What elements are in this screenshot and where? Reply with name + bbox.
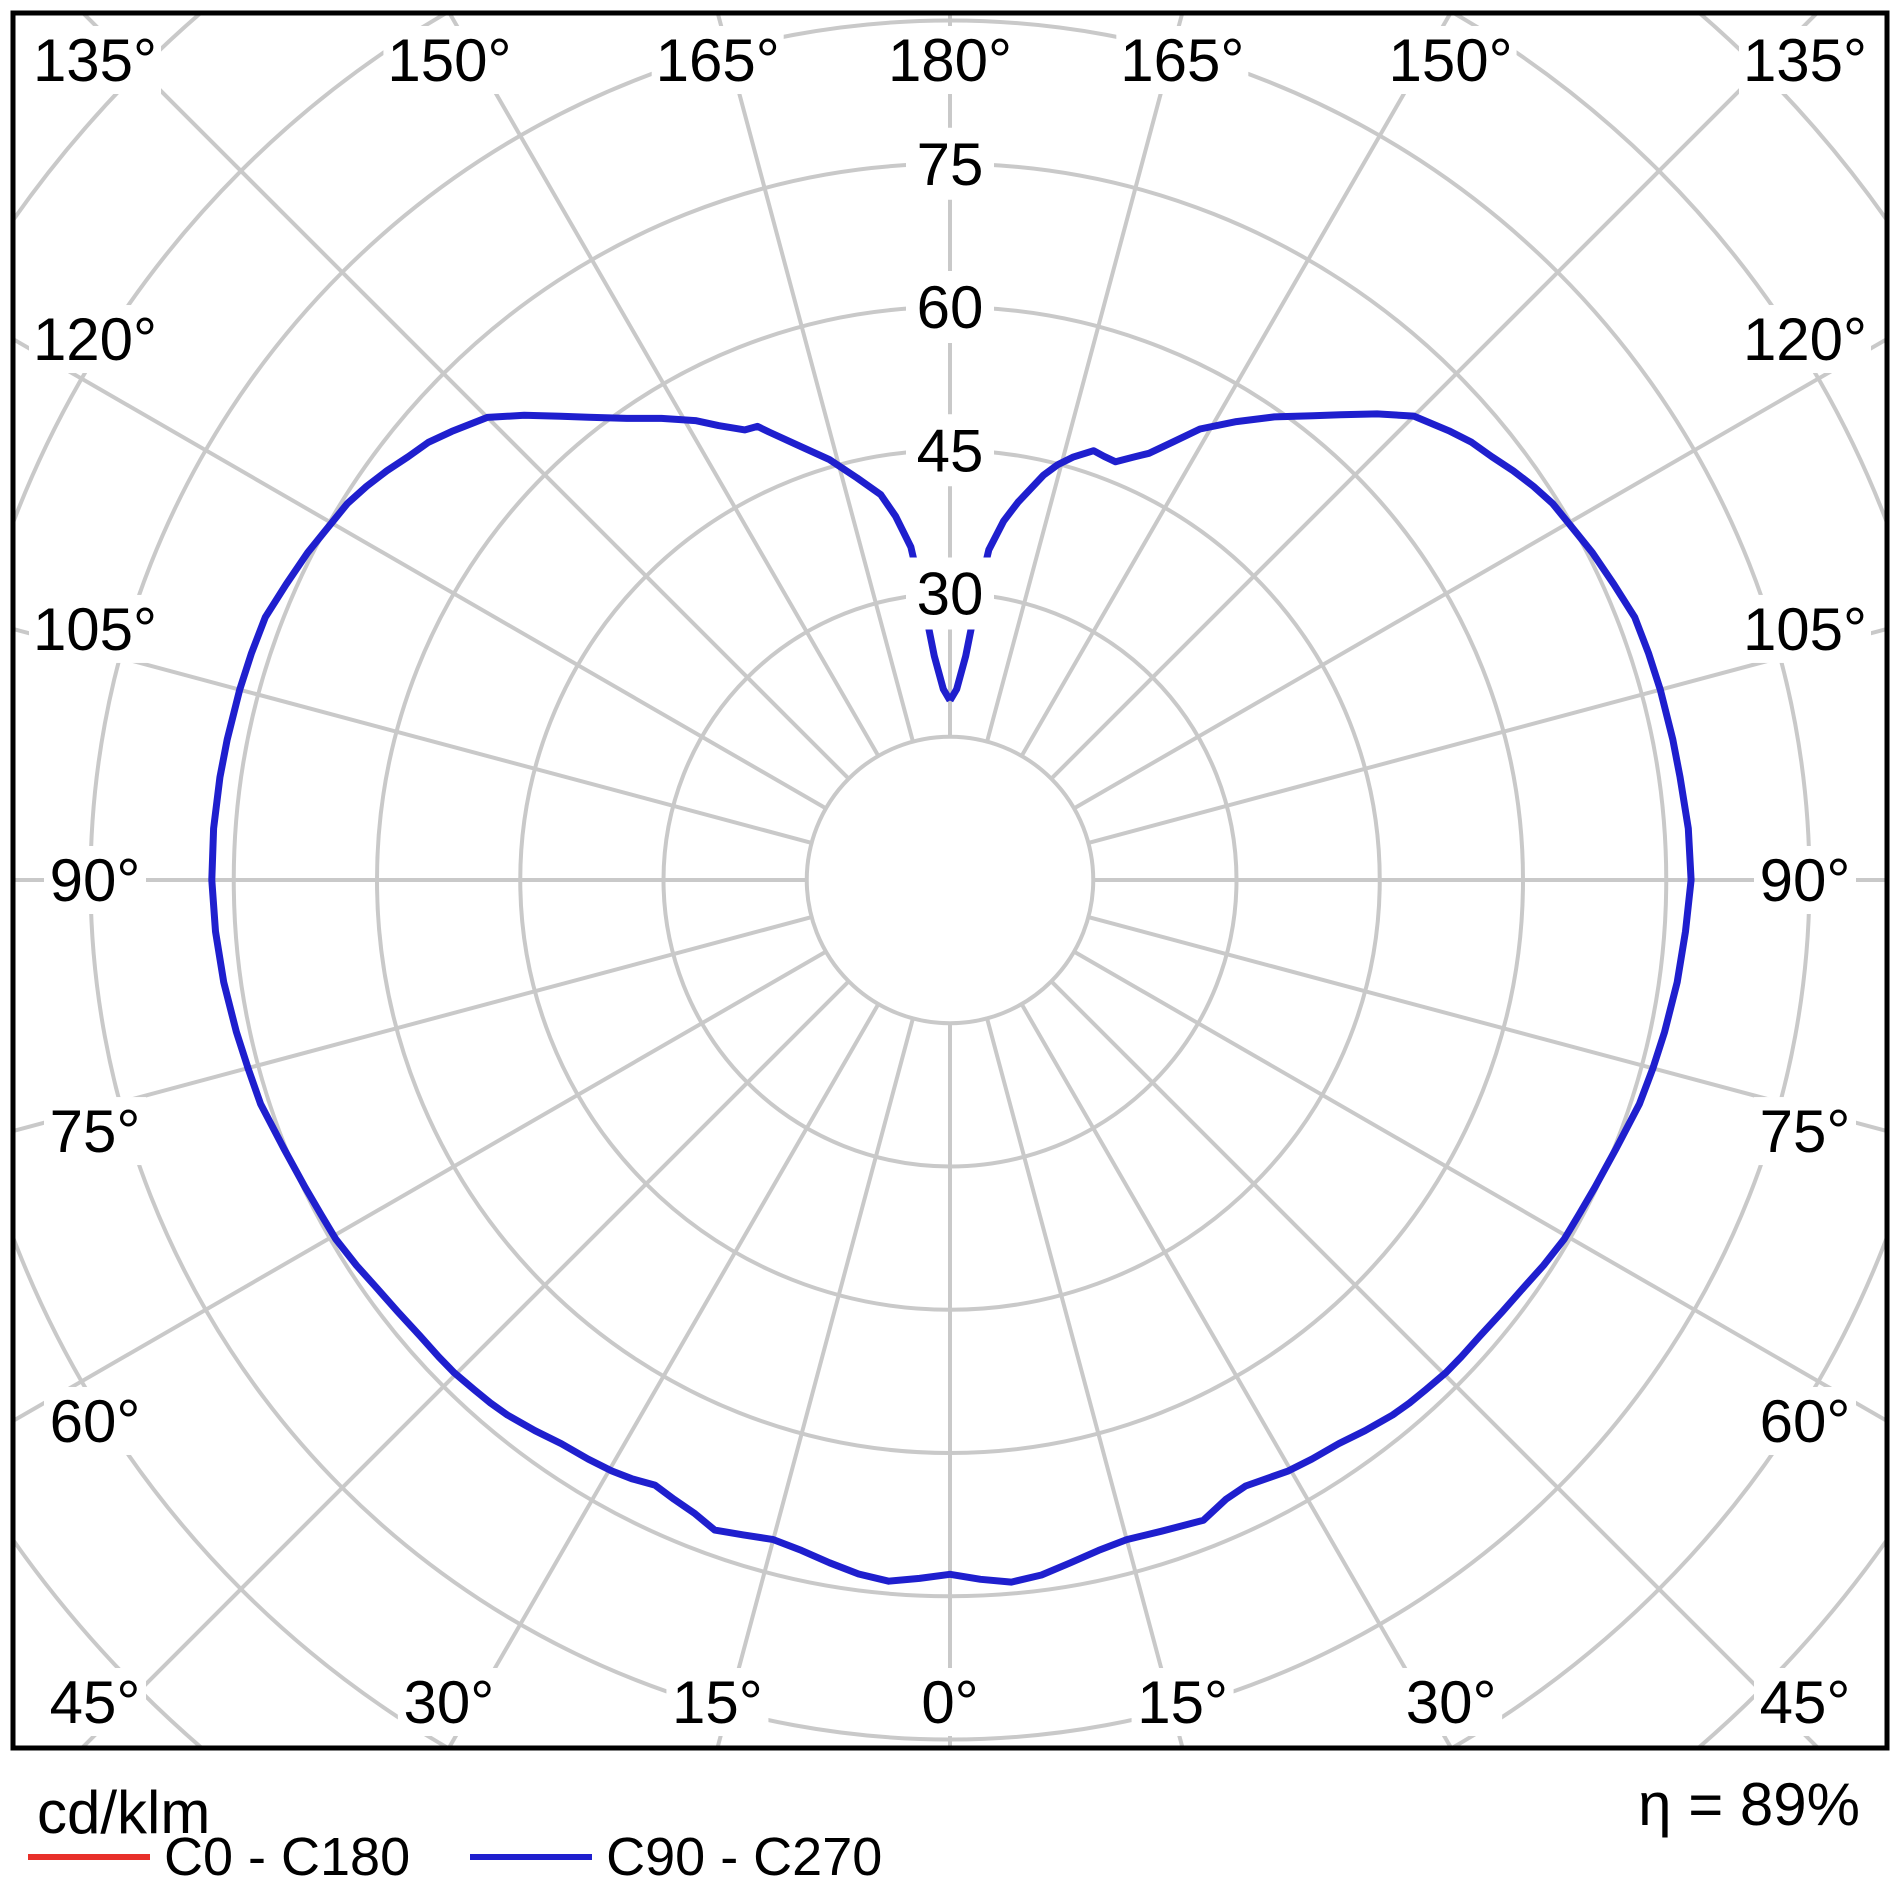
- radial-tick-mask: [906, 557, 994, 630]
- grid-spoke-285: [13, 915, 813, 1134]
- angle-label-mask: [1384, 26, 1517, 94]
- angle-label-165-left: 165°: [656, 27, 780, 94]
- angle-label-120-right: 120°: [1743, 306, 1867, 373]
- angle-label-mask: [44, 846, 146, 914]
- legend-label-c0-c180: C0 - C180: [164, 1827, 411, 1887]
- angle-label-mask: [44, 1386, 146, 1455]
- angle-label-mask: [1400, 1668, 1503, 1736]
- angle-label-105-left: 105°: [33, 596, 157, 663]
- radial-tick-labels: 30 45 60 75: [906, 127, 994, 630]
- grid-spoke-240: [13, 336, 827, 811]
- angle-label-15-left: 15°: [672, 1669, 763, 1736]
- angle-label-90-left: 90°: [50, 847, 141, 914]
- legend: C0 - C180 C90 - C270: [28, 1826, 882, 1888]
- angle-label-105-right: 105°: [1743, 596, 1867, 663]
- angle-label-180-right: 180°: [888, 27, 1012, 94]
- red-line-icon: [28, 1854, 150, 1860]
- c90-c270-curve: [208, 410, 1695, 1586]
- grid-spoke-210: [447, 13, 881, 757]
- angle-label-mask: [29, 26, 161, 94]
- angle-label-mask: [1754, 1668, 1856, 1736]
- angle-label-mask: [651, 26, 784, 94]
- grid-spoke-120: [1073, 336, 1887, 811]
- angle-label-mask: [29, 594, 161, 663]
- plot-frame: [10, 10, 1890, 1751]
- grid-spoke-75: [1087, 915, 1887, 1134]
- angle-label-mask: [29, 305, 161, 374]
- angle-label-15-right: 15°: [1137, 1669, 1228, 1736]
- grid-spoke-105: [1087, 626, 1887, 845]
- angle-label-mask: [1739, 594, 1871, 663]
- radial-tick-label: 60: [917, 274, 984, 341]
- radial-tick-label: 30: [917, 561, 984, 628]
- grid-spoke-255: [13, 626, 813, 845]
- angle-label-45-left: 45°: [50, 1669, 141, 1736]
- angle-label-0-right: 0°: [921, 1669, 978, 1736]
- angle-label-30-right: 30°: [1406, 1669, 1497, 1736]
- angle-label-mask: [44, 1097, 146, 1166]
- angle-label-mask: [1739, 305, 1871, 374]
- efficiency-value: η = 89%: [1638, 1771, 1860, 1838]
- radial-tick-mask: [906, 414, 994, 487]
- angle-label-75-right: 75°: [1760, 1098, 1851, 1165]
- angle-label-120-left: 120°: [33, 306, 157, 373]
- angle-label-mask: [914, 1668, 986, 1736]
- angle-label-mask: [1754, 1386, 1856, 1455]
- angle-label-60-left: 60°: [50, 1388, 141, 1455]
- angle-label-60-right: 60°: [1760, 1388, 1851, 1455]
- grid-spoke-15: [985, 1017, 1185, 1748]
- angle-label-mask: [1131, 1668, 1234, 1736]
- grid-spoke-300: [13, 949, 827, 1424]
- grid-spoke-30: [1019, 1003, 1454, 1748]
- angle-label-135-right: 135°: [1743, 27, 1867, 94]
- angle-label-75-left: 75°: [50, 1098, 141, 1165]
- grid-spoke-330: [446, 1003, 881, 1748]
- grid-spoke-195: [715, 13, 915, 743]
- angle-label-150-right: 150°: [1389, 27, 1513, 94]
- legend-item-c90-c270: C90 - C270: [470, 1826, 882, 1888]
- angle-label-mask: [1739, 26, 1871, 94]
- angle-label-90-right: 90°: [1760, 847, 1851, 914]
- angle-label-150-left: 150°: [387, 27, 511, 94]
- angle-label-mask: [1754, 1097, 1856, 1166]
- grid-spoke-60: [1073, 949, 1887, 1424]
- grid-spoke-150: [1019, 13, 1453, 757]
- angle-label-mask: [884, 26, 1016, 94]
- grid-spoke-345: [715, 1017, 915, 1748]
- blue-line-icon: [470, 1854, 593, 1860]
- angle-label-mask: [397, 1668, 500, 1736]
- grid-spoke-165: [985, 13, 1185, 743]
- radial-tick-mask: [906, 127, 994, 200]
- radial-tick-mask: [906, 271, 994, 343]
- units-label: cd/klm: [37, 1779, 211, 1846]
- angle-label-mask: [1116, 26, 1249, 94]
- legend-label-c90-c270: C90 - C270: [606, 1827, 883, 1887]
- radial-tick-label: 75: [917, 131, 984, 198]
- angle-label-45-right: 45°: [1760, 1669, 1851, 1736]
- angle-label-165-right: 165°: [1120, 27, 1244, 94]
- angle-label-135-left: 135°: [33, 27, 157, 94]
- angle-label-mask: [666, 1668, 769, 1736]
- angle-label-mask: [383, 26, 516, 94]
- angle-label-30-left: 30°: [403, 1669, 494, 1736]
- angle-label-mask: [44, 1668, 146, 1736]
- legend-item-c0-c180: C0 - C180: [28, 1826, 410, 1888]
- radial-tick-label: 45: [917, 417, 984, 484]
- angle-label-mask: [1754, 846, 1856, 914]
- angle-labels: 0° 15° 15° 30° 30° 45° 45° 60° 60° 75° 75° 90° 90° 10…: [29, 26, 1871, 1736]
